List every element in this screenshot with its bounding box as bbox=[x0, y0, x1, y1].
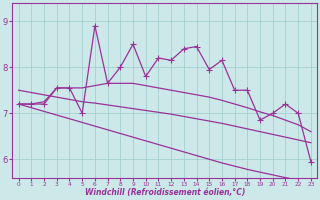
X-axis label: Windchill (Refroidissement éolien,°C): Windchill (Refroidissement éolien,°C) bbox=[84, 188, 245, 197]
